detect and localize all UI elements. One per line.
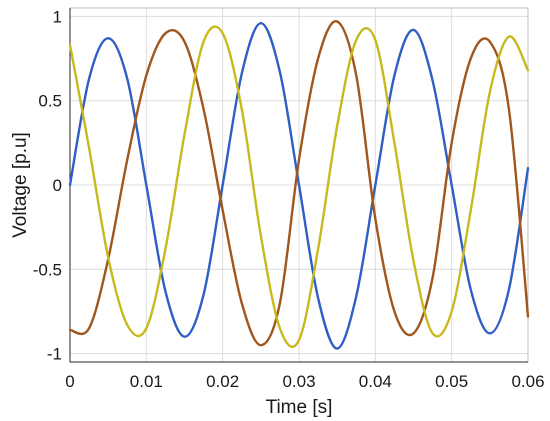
x-tick-label: 0 xyxy=(65,372,74,391)
series-group xyxy=(68,20,530,350)
x-tick-label: 0.06 xyxy=(511,372,544,391)
y-tick-label: 1 xyxy=(53,7,62,26)
x-tick-label: 0.05 xyxy=(435,372,468,391)
x-tick-label: 0.03 xyxy=(282,372,315,391)
series-line-1 xyxy=(68,21,530,350)
y-tick-label: 0.5 xyxy=(38,92,62,111)
series-line-3 xyxy=(68,25,530,348)
x-tick-label: 0.02 xyxy=(206,372,239,391)
x-tick-label: 0.01 xyxy=(130,372,163,391)
x-axis-label: Time [s] xyxy=(266,397,333,418)
y-tick-label: 0 xyxy=(53,176,62,195)
y-tick-label: -0.5 xyxy=(33,260,62,279)
x-tick-label: 0.04 xyxy=(359,372,392,391)
y-tick-label: -1 xyxy=(47,345,62,364)
y-axis-label: Voltage [p.u] xyxy=(10,132,31,238)
tick-labels: 0 0.01 0.02 0.03 0.04 0.05 0.06 -1 -0.5 0 0.5 1 xyxy=(33,7,545,391)
series-line-2 xyxy=(68,20,530,347)
